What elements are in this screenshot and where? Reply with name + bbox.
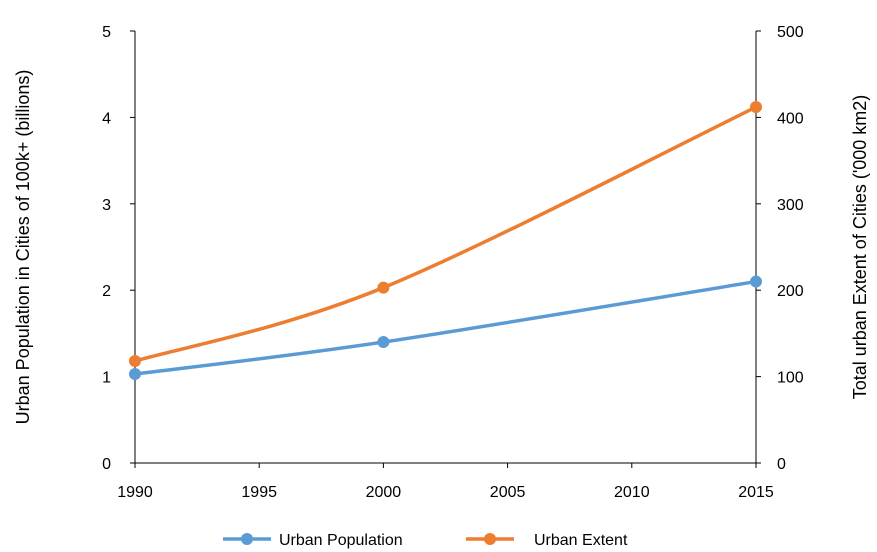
y-right-tick-label: 200 [777, 283, 804, 300]
y-right-tick-label: 100 [777, 370, 804, 387]
y-left-tick-label: 0 [102, 456, 111, 473]
data-point-urban-population [750, 275, 762, 288]
series-urban-population [129, 275, 762, 381]
legend-marker-urban-population [241, 533, 253, 545]
data-point-urban-extent [377, 281, 390, 294]
x-tick-label: 1990 [117, 484, 153, 501]
legend-label-urban-population: Urban Population [279, 532, 403, 549]
y-left-tick-label: 5 [102, 24, 111, 41]
y-axis-right-title: Total urban Extent of Cities ('000 km2) [850, 95, 870, 400]
y-right-tick-label: 0 [777, 456, 786, 473]
x-tick-label: 2010 [614, 484, 650, 501]
legend-marker-urban-extent [484, 533, 496, 545]
y-right-tick-label: 400 [777, 110, 804, 127]
series-line-urban-population [133, 279, 758, 376]
series-urban-extent [129, 101, 762, 368]
data-point-urban-population [377, 336, 390, 349]
legend: Urban Population Urban Extent [223, 532, 628, 549]
legend-item-urban-extent: Urban Extent [466, 532, 628, 549]
y-left-tick-label: 2 [102, 283, 111, 300]
y-axis-left-title: Urban Population in Cities of 100k+ (bil… [13, 70, 33, 425]
series-layer [129, 101, 762, 381]
y-right-tick-label: 500 [777, 24, 804, 41]
tick-labels: 1990 1995 2000 2005 2010 20150123450100200300… [102, 24, 804, 501]
y-right-tick-label: 300 [777, 197, 804, 214]
series-line-urban-extent [133, 105, 758, 363]
x-tick-label: 2015 [738, 484, 774, 501]
x-tick-label: 1995 [241, 484, 277, 501]
x-tick-label: 2005 [490, 484, 526, 501]
y-left-tick-label: 4 [102, 110, 111, 127]
data-point-urban-extent [129, 355, 141, 368]
y-left-tick-label: 3 [102, 197, 111, 214]
data-point-urban-extent [750, 101, 762, 114]
x-tick-label: 2000 [366, 484, 402, 501]
y-left-tick-label: 1 [102, 370, 111, 387]
axes [134, 31, 757, 464]
data-point-urban-population [129, 368, 141, 381]
legend-item-urban-population: Urban Population [223, 532, 403, 549]
legend-label-urban-extent: Urban Extent [534, 532, 628, 549]
